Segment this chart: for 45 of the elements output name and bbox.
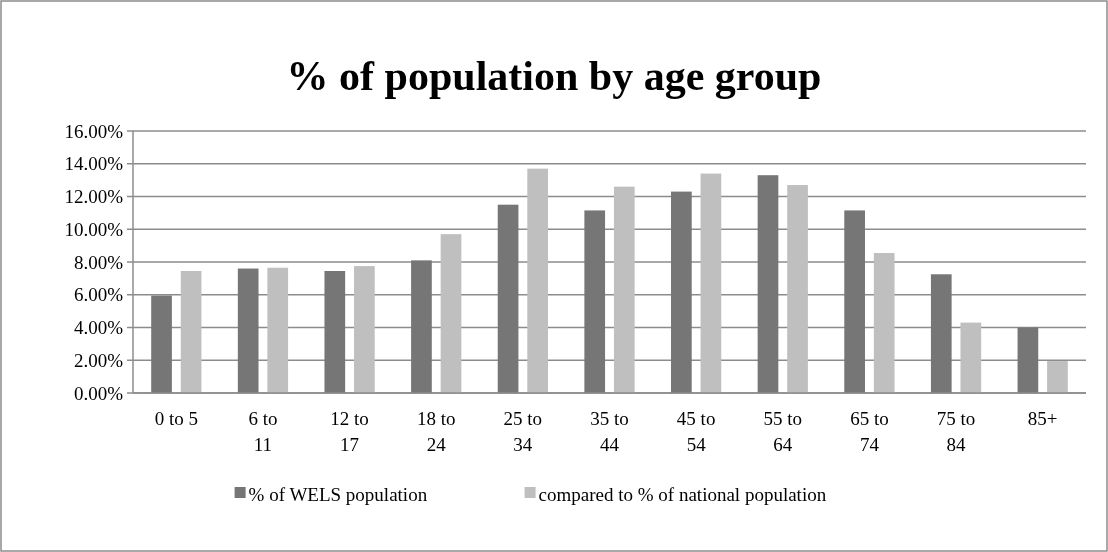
x-tick-label: 35 to 44	[590, 408, 629, 455]
bar	[584, 210, 606, 393]
y-tick-label: 8.00%	[73, 251, 124, 273]
x-tick-label: 0 to 5	[154, 408, 198, 429]
bar	[237, 268, 259, 393]
x-tick-label: 45 to 54	[676, 408, 716, 455]
bar	[844, 210, 865, 393]
bar	[757, 175, 779, 393]
y-tick-label: 0.00%	[73, 382, 124, 404]
y-tick-label: 16.00%	[64, 120, 124, 142]
y-tick-label: 2.00%	[73, 349, 124, 371]
y-tick-label: 12.00%	[64, 186, 124, 208]
bar	[613, 186, 635, 393]
bar	[324, 271, 346, 393]
x-tick-label: 6 to 11	[248, 408, 278, 455]
bar	[411, 260, 432, 393]
y-tick-label: 14.00%	[64, 153, 124, 175]
x-tick-label: 55 to 64	[763, 408, 803, 455]
x-tick-label: 75 to 84	[936, 408, 976, 455]
bar	[873, 252, 895, 393]
bar	[960, 322, 982, 393]
x-tick-label: 25 to 34	[503, 408, 543, 455]
legend-label: % of WELS population	[248, 483, 428, 505]
bar	[671, 191, 692, 393]
bar	[1017, 327, 1039, 393]
bar	[930, 274, 952, 393]
bar	[440, 234, 462, 393]
bar	[267, 267, 289, 393]
bar	[700, 173, 722, 393]
x-tick-label: 18 to 24	[416, 408, 456, 455]
x-tick-label: 85+	[1027, 408, 1058, 429]
x-tick-label: 12 to 17	[330, 408, 369, 455]
y-tick-label: 10.00%	[64, 218, 124, 240]
bar	[354, 266, 375, 393]
bar	[497, 204, 519, 393]
bar	[151, 295, 172, 393]
bar	[527, 168, 548, 393]
chart-title: % of population by age group	[286, 53, 822, 99]
x-tick-label: 65 to 74	[850, 408, 889, 455]
legend-label: compared to % of national population	[538, 483, 827, 505]
y-tick-label: 6.00%	[73, 284, 124, 306]
bar	[1047, 361, 1068, 393]
y-tick-label: 4.00%	[73, 317, 124, 339]
bar	[180, 271, 202, 393]
bar	[787, 185, 808, 393]
